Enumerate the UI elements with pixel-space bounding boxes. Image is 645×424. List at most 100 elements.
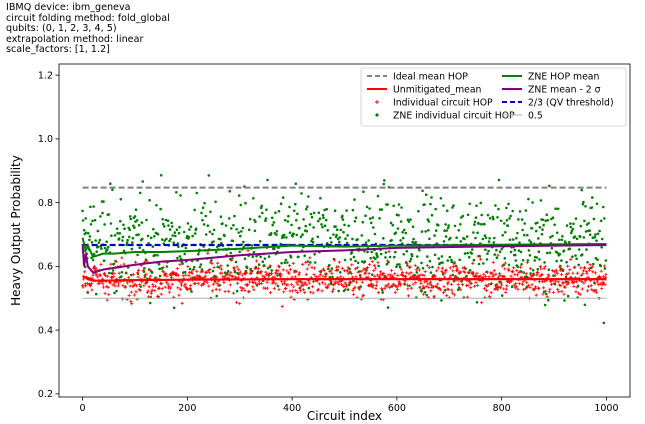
individual-point — [421, 284, 425, 288]
zne-point — [211, 269, 215, 273]
zne-point — [309, 261, 312, 264]
zne-point — [445, 209, 449, 212]
zne-point — [416, 266, 420, 269]
zne-point — [414, 240, 418, 244]
zne-point — [153, 253, 157, 257]
individual-point — [542, 286, 546, 290]
zne-point — [456, 288, 460, 292]
zne-point — [206, 224, 210, 227]
zne-point — [90, 241, 94, 244]
individual-point — [287, 264, 292, 268]
individual-point — [535, 270, 539, 274]
individual-point — [264, 270, 268, 274]
individual-point — [371, 283, 375, 287]
zne-point — [240, 230, 243, 233]
zne-point — [523, 222, 526, 225]
individual-point — [132, 293, 136, 297]
individual-point — [160, 281, 164, 285]
zne-point — [306, 260, 310, 263]
individual-point — [423, 280, 427, 284]
x-tick-label: 0 — [80, 403, 86, 414]
zne-point — [250, 244, 254, 247]
zne-point — [193, 208, 196, 212]
individual-point — [537, 280, 541, 284]
zne-point — [399, 220, 403, 223]
zne-point — [528, 254, 532, 257]
individual-point — [456, 282, 460, 286]
zne-point — [171, 234, 174, 237]
zne-point — [518, 210, 522, 213]
individual-point — [326, 286, 330, 290]
individual-point — [380, 287, 384, 291]
individual-point — [265, 286, 270, 290]
zne-point — [487, 249, 490, 253]
zne-point — [504, 231, 507, 234]
individual-point — [310, 285, 315, 289]
individual-point — [108, 281, 112, 285]
zne-point — [459, 240, 463, 243]
individual-point — [356, 266, 360, 270]
zne-point — [593, 235, 597, 239]
individual-point — [459, 280, 463, 284]
zne-point — [421, 266, 425, 270]
individual-point — [255, 282, 260, 287]
individual-point — [127, 275, 131, 280]
zne-point — [554, 207, 557, 210]
individual-point — [594, 288, 598, 292]
individual-point — [549, 282, 553, 286]
individual-point — [553, 273, 557, 278]
legend: Ideal mean HOP Unmitigated_mean Individual… — [360, 67, 627, 127]
zne-point — [106, 245, 110, 249]
individual-point — [485, 270, 490, 274]
individual-point — [580, 287, 584, 291]
zne-point — [555, 259, 558, 263]
zne-point — [351, 237, 354, 241]
individual-point — [557, 283, 561, 287]
zne-point — [257, 263, 261, 266]
zne-point — [153, 235, 156, 238]
zne-point — [339, 271, 342, 274]
zne-point — [339, 228, 343, 232]
zne-point — [207, 174, 211, 177]
individual-point — [113, 284, 117, 288]
individual-point — [150, 288, 154, 292]
individual-point — [312, 280, 316, 284]
individual-point — [542, 267, 546, 271]
individual-point — [494, 285, 498, 289]
zne-point — [81, 209, 84, 213]
individual-point — [417, 268, 421, 272]
zne-point — [263, 257, 267, 260]
y-tick-label: 0.2 — [38, 389, 53, 400]
zne-point — [418, 249, 421, 252]
individual-point — [96, 275, 100, 279]
zne-point — [326, 229, 330, 232]
zne-point — [485, 258, 489, 261]
zne-point — [560, 259, 563, 262]
individual-point — [589, 284, 593, 288]
zne-point — [244, 269, 248, 273]
individual-point — [414, 268, 418, 272]
zne-point — [288, 231, 292, 234]
zne-point — [214, 200, 217, 204]
individual-point — [291, 261, 295, 265]
zne-point — [491, 215, 495, 219]
zne-point — [440, 255, 444, 258]
zne-point — [380, 208, 384, 211]
individual-point — [413, 263, 417, 267]
individual-point — [547, 290, 551, 294]
zne-point — [333, 209, 337, 212]
individual-point — [106, 285, 110, 289]
individual-point — [429, 283, 434, 287]
zne-point — [578, 235, 582, 239]
individual-point — [410, 286, 414, 290]
individual-point — [86, 290, 90, 294]
zne-point — [84, 217, 87, 220]
zne-point — [165, 237, 168, 241]
zne-point — [138, 246, 141, 249]
individual-point — [268, 264, 272, 268]
individual-point — [455, 266, 459, 270]
zne-point — [564, 275, 568, 279]
zne-point — [520, 263, 523, 266]
individual-point — [591, 270, 595, 274]
zne-point — [457, 229, 461, 232]
